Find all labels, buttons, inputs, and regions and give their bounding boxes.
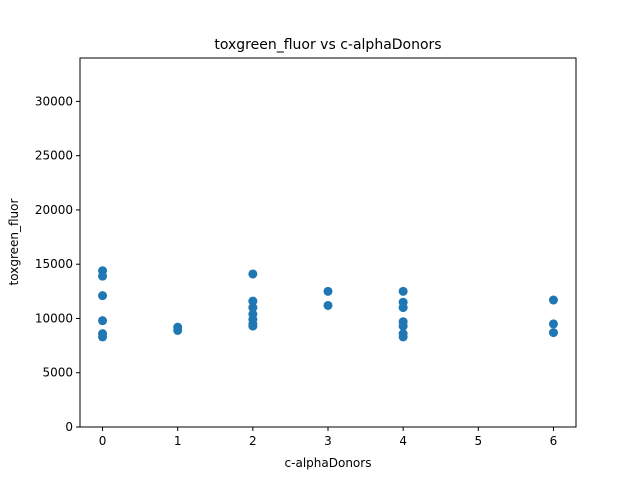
y-tick-label: 30000 xyxy=(35,94,73,108)
y-tick-label: 5000 xyxy=(42,366,73,380)
x-tick-label: 3 xyxy=(324,434,332,448)
x-tick-label: 5 xyxy=(474,434,482,448)
y-tick-label: 20000 xyxy=(35,203,73,217)
data-point-7 xyxy=(173,325,183,335)
data-point-15 xyxy=(323,286,333,296)
data-point-21 xyxy=(398,321,408,331)
x-axis-label: c-alphaDonors xyxy=(285,456,372,470)
y-axis-ticks: 0 5000 10000 15000 20000 25000 30000 xyxy=(35,94,80,434)
data-point-1 xyxy=(98,271,108,281)
data-point-9 xyxy=(248,296,258,306)
data-point-19 xyxy=(398,303,408,313)
plot-frame xyxy=(79,57,577,428)
y-tick-label: 0 xyxy=(65,420,73,434)
plot-points xyxy=(98,266,558,342)
x-tick-label: 6 xyxy=(550,434,558,448)
data-point-8 xyxy=(248,269,258,279)
data-point-24 xyxy=(548,295,558,305)
chart-title: toxgreen_fluor vs c-alphaDonors xyxy=(214,37,441,53)
x-tick-label: 0 xyxy=(99,434,107,448)
data-point-3 xyxy=(98,316,108,326)
data-point-26 xyxy=(548,328,558,338)
data-point-25 xyxy=(548,319,558,329)
data-point-16 xyxy=(323,300,333,310)
data-point-2 xyxy=(98,291,108,301)
x-tick-label: 2 xyxy=(249,434,257,448)
data-point-23 xyxy=(398,332,408,342)
y-tick-label: 25000 xyxy=(35,149,73,163)
y-tick-label: 15000 xyxy=(35,257,73,271)
x-axis-ticks: 0 1 2 3 4 5 6 xyxy=(99,427,558,448)
y-axis-label: toxgreen_fluor xyxy=(7,199,21,286)
data-point-5 xyxy=(98,332,108,342)
x-tick-label: 1 xyxy=(174,434,182,448)
data-point-14 xyxy=(248,321,258,331)
data-point-10 xyxy=(248,303,258,313)
data-point-17 xyxy=(398,286,408,296)
x-tick-label: 4 xyxy=(399,434,407,448)
y-tick-label: 10000 xyxy=(35,311,73,325)
